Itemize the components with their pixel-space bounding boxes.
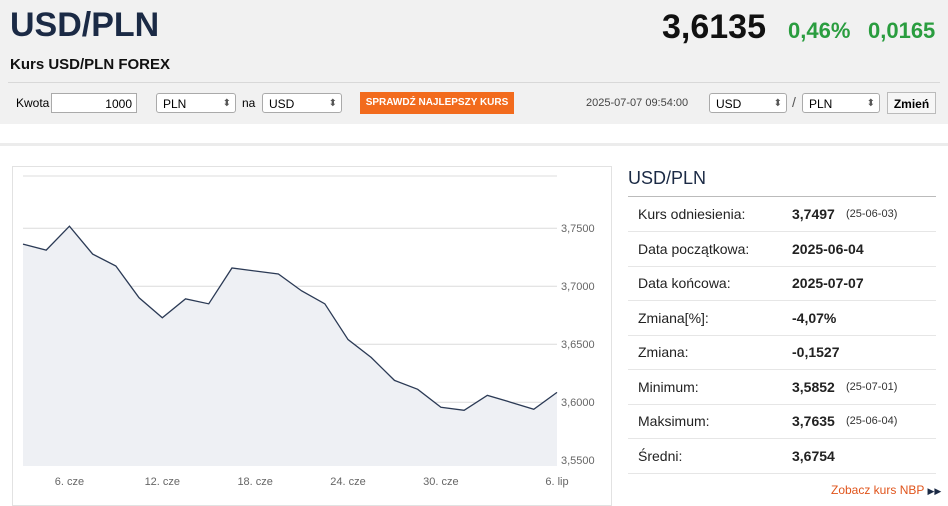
stats-row: Średni: 3,6754 [628, 439, 936, 474]
x-tick-label: 6. lip [545, 476, 568, 488]
y-tick-label: 3,6500 [561, 339, 595, 351]
stat-value: 3,6754 [792, 447, 835, 464]
stat-label: Średni: [638, 447, 683, 464]
stat-date: (25-07-01) [846, 380, 898, 393]
stats-rule [628, 196, 936, 197]
stat-label: Data końcowa: [638, 275, 731, 291]
x-tick-label: 18. cze [237, 476, 272, 488]
stat-label: Minimum: [638, 378, 699, 395]
x-tick-label: 12. cze [145, 476, 180, 488]
on-label: na [242, 96, 256, 110]
stat-value: 3,5852 [792, 378, 835, 395]
stat-label: Zmiana: [638, 344, 689, 360]
section-divider [0, 143, 948, 146]
y-tick-label: 3,7000 [561, 281, 595, 293]
stat-label: Kurs odniesienia: [638, 206, 746, 222]
y-tick-label: 3,7500 [561, 223, 595, 235]
stat-label: Maksimum: [638, 413, 710, 429]
timestamp: 2025-07-07 09:54:00 [586, 97, 689, 109]
pair-from-select[interactable]: USD [709, 93, 787, 114]
stats-row: Kurs odniesienia: 3,7497 (25-06-03) [628, 197, 936, 232]
link-arrow: ▶▶ [927, 486, 942, 496]
change-pct: 0,46% [788, 18, 851, 43]
stat-value: 3,7497 [792, 206, 835, 222]
stat-value: 2025-07-07 [792, 275, 864, 291]
stat-date: (25-06-03) [846, 208, 898, 220]
title: USD/PLN [10, 6, 160, 44]
line [22, 225, 558, 411]
stat-value: -0,1527 [792, 344, 840, 360]
check-button[interactable]: SPRAWDŹ NAJLEPSZY KURS [360, 92, 514, 114]
stat-value: -4,07% [792, 309, 837, 326]
stat-label: Data początkowa: [638, 240, 750, 257]
change-button[interactable]: Zmień [887, 92, 936, 114]
stat-label: Zmiana[%]: [638, 309, 709, 326]
y-tick-label: 3,6000 [561, 397, 595, 409]
x-tick-label: 24. cze [330, 476, 365, 488]
stats-row: Data początkowa: 2025-06-04 [628, 232, 936, 267]
area [23, 226, 557, 466]
nbp-link-text[interactable]: Zobacz kurs NBP [831, 483, 925, 497]
rate: 3,6135 [662, 8, 766, 46]
x-tick-label: 6. cze [55, 476, 84, 488]
amount-input[interactable]: 1000 [51, 93, 137, 113]
y-tick-label: 3,5500 [561, 455, 595, 467]
subtitle: Kurs USD/PLN FOREX [10, 56, 171, 73]
divider [8, 82, 940, 83]
to-select[interactable]: USD [262, 93, 342, 114]
stats-row: Data końcowa: 2025-07-07 [628, 266, 936, 301]
from-select[interactable]: PLN [156, 93, 236, 114]
stat-date: (25-06-04) [846, 415, 898, 427]
stats-title: USD/PLN [628, 168, 707, 188]
pair-to-select[interactable]: PLN [802, 93, 880, 114]
stats-row: Zmiana: -0,1527 [628, 335, 936, 370]
change: 0,0165 [868, 18, 936, 43]
stats-row: Zmiana[%]: -4,07% [628, 301, 936, 336]
nbp-link[interactable]: Zobacz kurs NBP ▶▶ [831, 483, 941, 497]
stat-value: 2025-06-04 [792, 240, 864, 257]
stats-row: Minimum: 3,5852 (25-07-01) [628, 370, 936, 405]
stat-value: 3,7635 [792, 413, 835, 429]
x-tick-label: 30. cze [423, 476, 458, 488]
amount-label: Kwota [16, 96, 50, 110]
stats-row: Maksimum: 3,7635 (25-06-04) [628, 404, 936, 439]
separator: / [792, 94, 796, 110]
